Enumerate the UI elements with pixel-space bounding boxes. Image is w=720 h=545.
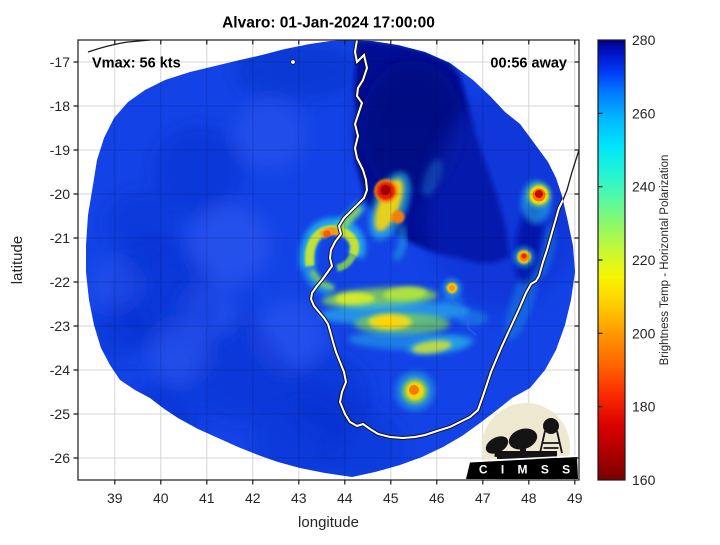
colorbar-tick: 220: [632, 252, 656, 268]
satellite-dish-icon: [485, 436, 509, 454]
eta-annotation: 00:56 away: [490, 56, 567, 72]
y-tick: -24: [50, 362, 70, 378]
colorbar: [597, 39, 626, 481]
colorbar-tick: 180: [632, 399, 656, 415]
y-tick: -23: [50, 318, 70, 334]
x-tick: 47: [475, 490, 491, 506]
colorbar-tick: 160: [632, 472, 656, 488]
colorbar-tick: 280: [632, 32, 656, 48]
y-tick: -17: [50, 54, 70, 70]
x-tick: 48: [521, 490, 537, 506]
x-tick-labels: 39 40 41 42 43 44 45 46 47 48 49: [107, 490, 583, 506]
cimss-logo: C I M S S: [466, 403, 578, 480]
y-tick: -21: [50, 230, 70, 246]
colorbar-label: Brightness Temp - Horizontal Polarizatio…: [659, 155, 671, 366]
x-tick: 40: [153, 490, 169, 506]
y-tick-labels: -17 -18 -19 -20 -21 -22 -23 -24 -25 -26: [50, 54, 70, 466]
satellite-dish-icon: [508, 428, 538, 450]
data-gap-speck: [290, 59, 296, 65]
x-tick: 44: [337, 490, 353, 506]
x-tick: 45: [383, 490, 399, 506]
x-axis-label: longitude: [298, 514, 359, 531]
y-tick: -20: [50, 186, 70, 202]
x-tick: 49: [567, 490, 583, 506]
y-tick: -25: [50, 406, 70, 422]
cimss-banner: [466, 457, 578, 479]
axes-box: [73, 39, 580, 485]
grid-dark: [86, 40, 575, 477]
swath-image: [86, 40, 575, 477]
y-tick: -19: [50, 142, 70, 158]
water-tower-icon: [543, 418, 559, 434]
plot-contents: C I M S S: [86, 40, 579, 480]
plot-title: Alvaro: 01-Jan-2024 17:00:00: [222, 15, 435, 32]
cimss-logo-text: C I M S S: [479, 463, 575, 477]
y-axis-label: latitude: [9, 236, 26, 284]
x-tick: 42: [245, 490, 261, 506]
colorbar-tick: 240: [632, 179, 656, 195]
colorbar-tick: 200: [632, 325, 656, 341]
y-tick: -18: [50, 98, 70, 114]
x-tick: 46: [429, 490, 445, 506]
x-tick: 43: [291, 490, 307, 506]
colorbar-tick-labels: 280 260 240 220 200 180 160: [632, 32, 656, 488]
y-tick: -22: [50, 274, 70, 290]
coastline-cased: [308, 40, 575, 441]
x-tick: 39: [107, 490, 123, 506]
colorbar-tick: 260: [632, 105, 656, 121]
mozambique-coast-path: [87, 40, 151, 53]
y-tick: -26: [50, 450, 70, 466]
vmax-annotation: Vmax: 56 kts: [92, 56, 181, 72]
x-tick: 41: [199, 490, 215, 506]
